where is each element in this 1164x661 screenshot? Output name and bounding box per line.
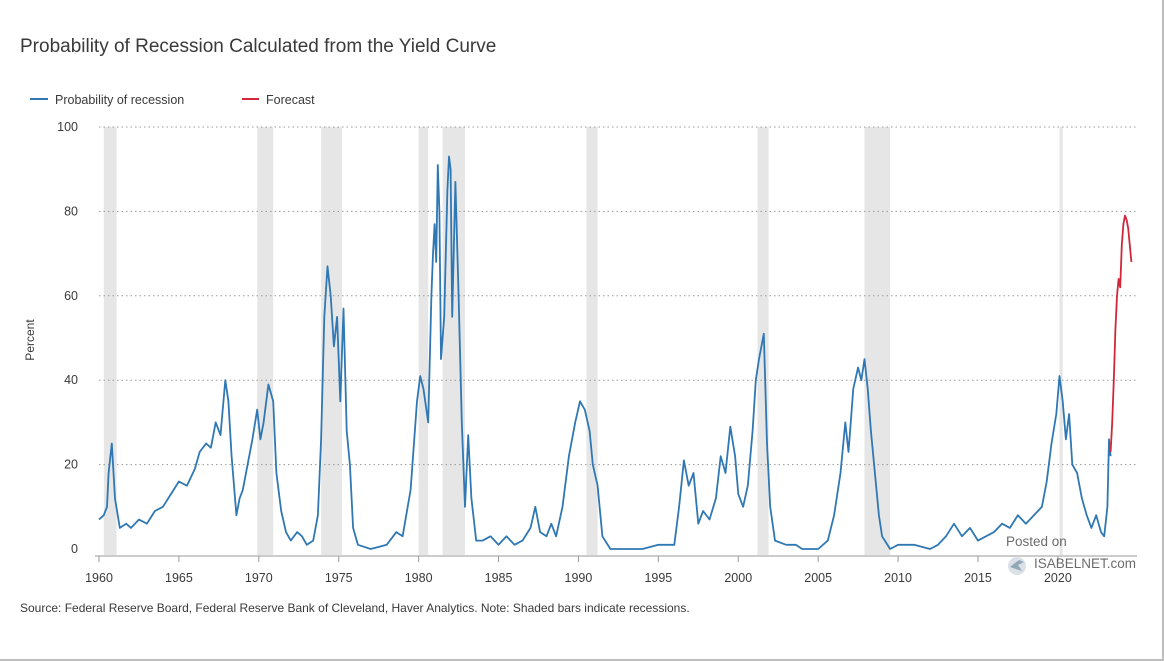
y-tick-label-100: 100: [57, 120, 78, 134]
y-tick-label-20: 20: [64, 458, 78, 472]
grid-layer: [99, 126, 1137, 466]
recession-shading-layer: [103, 127, 1063, 555]
x-tick-label-1980: 1980: [405, 571, 433, 585]
recession-bar-8: [1059, 127, 1063, 555]
x-tick-label-2005: 2005: [804, 571, 832, 585]
recession-bar-7: [864, 127, 891, 555]
y-tick-label-40: 40: [64, 373, 78, 387]
chart-title: Probability of Recession Calculated from…: [20, 36, 497, 57]
x-tick-label-1985: 1985: [485, 571, 513, 585]
series-line-forecast: [1109, 214, 1133, 452]
x-tick-label-1970: 1970: [245, 571, 273, 585]
y-axis-ticks: 0 20 40 60 80 100: [57, 120, 78, 556]
series-line-probability: [98, 155, 1112, 550]
source-note: Source: Federal Reserve Board, Federal R…: [20, 601, 690, 615]
legend-label-forecast: Forecast: [266, 93, 315, 107]
y-tick-label-80: 80: [64, 204, 78, 218]
x-tick-label-2020: 2020: [1044, 571, 1072, 585]
legend-label-probability: Probability of recession: [55, 93, 184, 107]
recession-bar-2: [321, 127, 342, 555]
recession-bar-1: [257, 127, 274, 555]
series-layer: [98, 155, 1133, 550]
x-tick-label-1965: 1965: [165, 571, 193, 585]
y-tick-label-0: 0: [71, 542, 78, 556]
x-tick-label-2010: 2010: [884, 571, 912, 585]
x-tick-label-1975: 1975: [325, 571, 353, 585]
legend[interactable]: Probability of recession Forecast: [30, 93, 315, 107]
x-tick-label-1990: 1990: [565, 571, 593, 585]
watermark: Posted on ISABELNET.com: [1006, 534, 1136, 575]
x-tick-label-1995: 1995: [644, 571, 672, 585]
x-axis-ticks: 1960 1965 1970 1975 1980 1985 1990 1995 2000 2005…: [85, 556, 1072, 585]
recession-bar-5: [586, 127, 598, 555]
watermark-line2: ISABELNET.com: [1034, 556, 1136, 571]
recession-bar-3: [418, 127, 429, 555]
x-tick-label-1960: 1960: [85, 571, 113, 585]
x-tick-label-2000: 2000: [724, 571, 752, 585]
watermark-line1: Posted on: [1006, 534, 1067, 549]
y-axis-label: Percent: [23, 319, 37, 361]
recession-bar-0: [103, 127, 117, 555]
y-tick-label-60: 60: [64, 289, 78, 303]
bird-shape: [1010, 560, 1024, 571]
x-tick-label-2015: 2015: [964, 571, 992, 585]
recession-bar-4: [442, 127, 465, 555]
